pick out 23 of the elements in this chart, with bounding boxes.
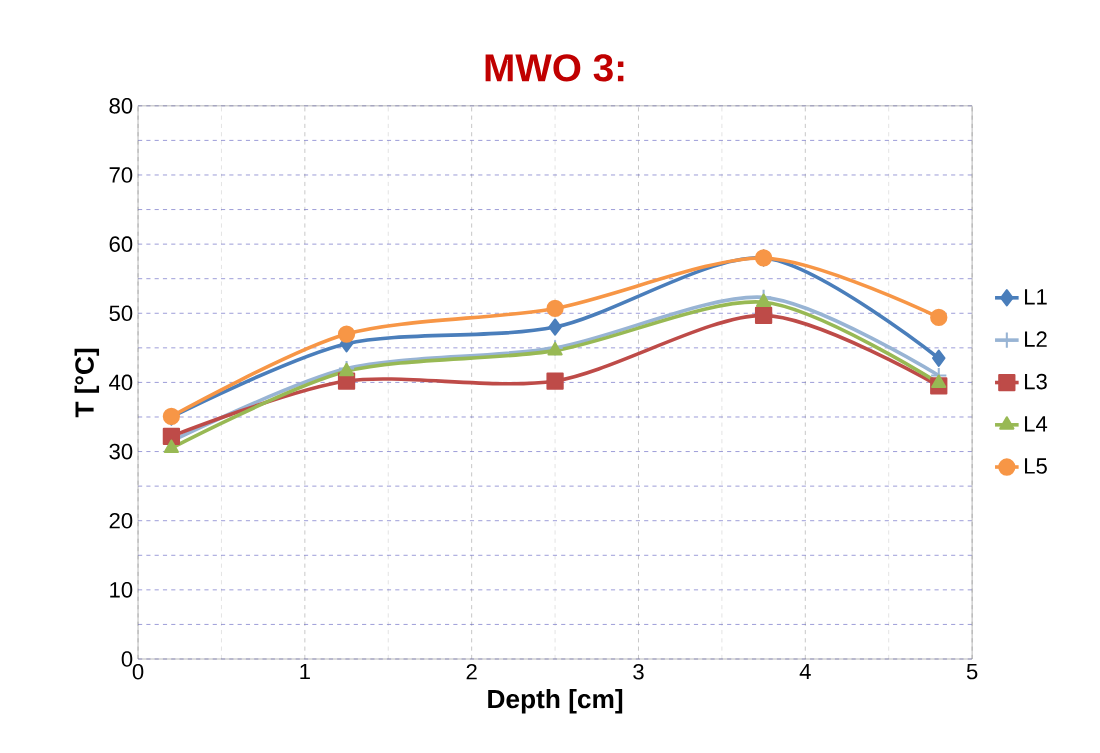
x-tick-label: 0: [132, 663, 144, 680]
legend-label: L5: [1025, 458, 1047, 474]
chart-title: MWO 3:: [485, 53, 624, 82]
y-tick-label: 10: [110, 581, 133, 598]
legend-label: L2: [1025, 331, 1047, 347]
x-tick-label: 2: [466, 663, 477, 680]
y-tick-label: 0: [121, 650, 133, 667]
y-tick-label: 60: [109, 236, 133, 252]
y-tick-label: 70: [109, 166, 133, 183]
legend-label: L4: [1025, 415, 1048, 432]
y-tick-label: 30: [109, 443, 133, 460]
x-axis-title: Depth [cm]: [488, 688, 623, 714]
y-axis-title: T [°C]: [74, 348, 100, 418]
legend-label: L1: [1025, 288, 1047, 305]
legend-label: L3: [1025, 373, 1047, 390]
x-tick-label: 4: [799, 663, 811, 679]
y-tick-label: 20: [109, 512, 133, 529]
y-tick-label: 80: [109, 97, 133, 114]
y-tick-label: 50: [109, 305, 133, 321]
x-tick-label: 5: [966, 663, 978, 680]
x-tick-label: 1: [300, 663, 310, 679]
x-tick-label: 3: [633, 663, 644, 680]
y-tick-label: 40: [109, 374, 133, 391]
